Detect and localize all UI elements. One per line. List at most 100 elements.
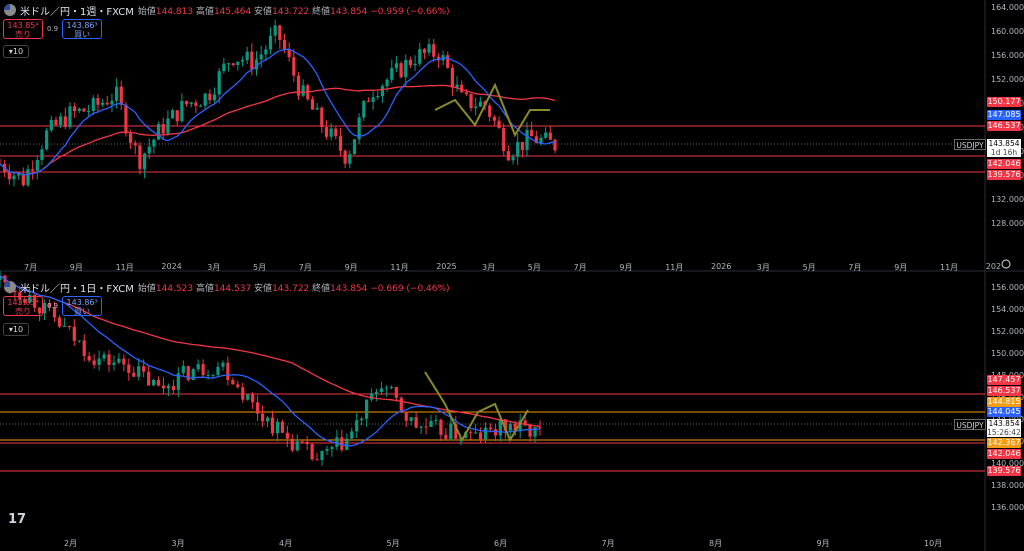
candle-body: [330, 447, 334, 449]
candle-body: [101, 102, 105, 105]
x-tick-label: 6月: [494, 539, 508, 548]
candle-body: [534, 136, 538, 143]
candle-body: [270, 417, 275, 434]
panel1-buy-button[interactable]: 143.86³ 買い: [62, 19, 103, 39]
candle-body: [315, 107, 319, 110]
candle-body: [292, 57, 296, 76]
candle-body: [68, 106, 72, 127]
y-tick-label: 136.000: [991, 503, 1024, 512]
candle-body: [389, 387, 393, 389]
x-tick-label: 3月: [482, 263, 496, 272]
candle-body: [352, 139, 357, 155]
chart-pattern-drawing[interactable]: [424, 371, 529, 443]
candle-body: [35, 159, 39, 171]
candle-body: [553, 139, 557, 151]
x-tick-label: 2月: [64, 539, 78, 548]
candle-body: [366, 100, 371, 102]
candle-body: [156, 124, 161, 140]
candle-body: [371, 97, 375, 102]
y-tick-label: 164.000: [991, 3, 1024, 12]
panel2-lots-button[interactable]: ▾10: [3, 323, 29, 336]
panel1-trade-buttons: 143.85⁴ 売り 0.9 143.86³ 買い: [3, 19, 103, 39]
candle-body: [376, 96, 380, 98]
candle-body: [23, 299, 27, 303]
candle-body: [325, 448, 329, 451]
candle-body: [404, 59, 408, 78]
candle-body: [102, 354, 106, 359]
candle-body: [290, 438, 294, 451]
sell-label: 売り: [15, 30, 31, 39]
candle-body: [334, 128, 338, 137]
lots-chevron-icon: ▾: [8, 325, 13, 334]
candle-body: [492, 116, 496, 121]
panel1-lots-button[interactable]: ▾10: [3, 45, 29, 58]
current-price-label: 143.854 1d 16h: [987, 139, 1021, 157]
settings-gear-icon[interactable]: [1001, 259, 1011, 269]
candle-body: [483, 427, 488, 440]
panel2-trade-buttons: 143.85⁴ 売り 0.9 143.86³ 買い: [3, 296, 103, 316]
panel1-title[interactable]: 米ドル／円・1週・FXCM: [20, 6, 134, 18]
spread-value: 0.9: [47, 25, 59, 33]
candle-body: [502, 128, 506, 152]
current-price-label: 143.854 15:26:42: [987, 419, 1021, 437]
candle-body: [310, 444, 314, 460]
candle-body: [287, 49, 291, 58]
panel1-sell-button[interactable]: 143.85⁴ 売り: [3, 19, 43, 39]
candle-body: [254, 59, 259, 70]
chart-pattern-drawing[interactable]: [434, 82, 550, 138]
ohlc-key: 高値: [195, 283, 214, 294]
x-tick-label: 7月: [573, 263, 587, 272]
candle-body: [436, 56, 441, 61]
tradingview-logo-icon: 17: [8, 512, 27, 527]
x-tick-label: 9月: [816, 539, 830, 548]
candle-body: [246, 394, 250, 400]
candle-body: [31, 169, 35, 171]
x-tick-label: 4月: [279, 539, 293, 548]
candle-body: [122, 358, 126, 365]
candle-body: [217, 71, 221, 95]
x-tick-label: 7月: [601, 539, 615, 548]
candle-body: [208, 93, 212, 101]
buy-label: 買い: [74, 30, 91, 39]
candle-body: [13, 290, 17, 293]
candle-body: [231, 63, 235, 65]
candle-body: [250, 51, 254, 70]
ma-slow-line[interactable]: [0, 275, 541, 427]
x-tick-label: 7月: [24, 263, 38, 272]
candle-body: [147, 146, 151, 154]
candle-body: [18, 292, 22, 300]
x-tick-label: 202: [985, 262, 1002, 271]
candle-body: [340, 437, 344, 450]
candle-body: [184, 100, 189, 105]
price-tag: 147.085: [987, 110, 1021, 120]
candle-body: [525, 129, 529, 150]
candle-body: [138, 145, 142, 170]
ohlc-value: 143.854: [330, 283, 371, 294]
candle-body: [384, 387, 389, 389]
ma-fast-line[interactable]: [0, 48, 556, 176]
candle-body: [119, 86, 123, 105]
x-tick-label: 5月: [802, 263, 816, 272]
candle-body: [516, 142, 520, 157]
sell-price: 143.85⁴: [7, 21, 39, 30]
x-tick-label: 3月: [207, 263, 221, 272]
panel2-buy-button[interactable]: 143.86³ 買い: [62, 296, 103, 316]
y-tick-label: 156.000: [991, 283, 1024, 292]
candle-body: [236, 61, 240, 65]
price-tag: 144.045: [987, 407, 1021, 417]
panel2-title[interactable]: 米ドル／円・1日・FXCM: [20, 283, 134, 295]
y-tick-label: 132.000: [991, 195, 1024, 204]
candle-body: [231, 379, 235, 385]
candle-body: [251, 394, 255, 403]
ma-slow-line[interactable]: [0, 84, 556, 176]
x-tick-label: 8月: [709, 539, 723, 548]
candle-body: [300, 441, 304, 443]
candle-body: [191, 369, 195, 380]
candle-body: [181, 366, 185, 374]
panel2-sell-button[interactable]: 143.85⁴ 売り: [3, 296, 43, 316]
candle-body: [124, 104, 128, 134]
candle-body: [107, 354, 111, 365]
candle-body: [67, 325, 71, 327]
candle-body: [42, 302, 47, 314]
